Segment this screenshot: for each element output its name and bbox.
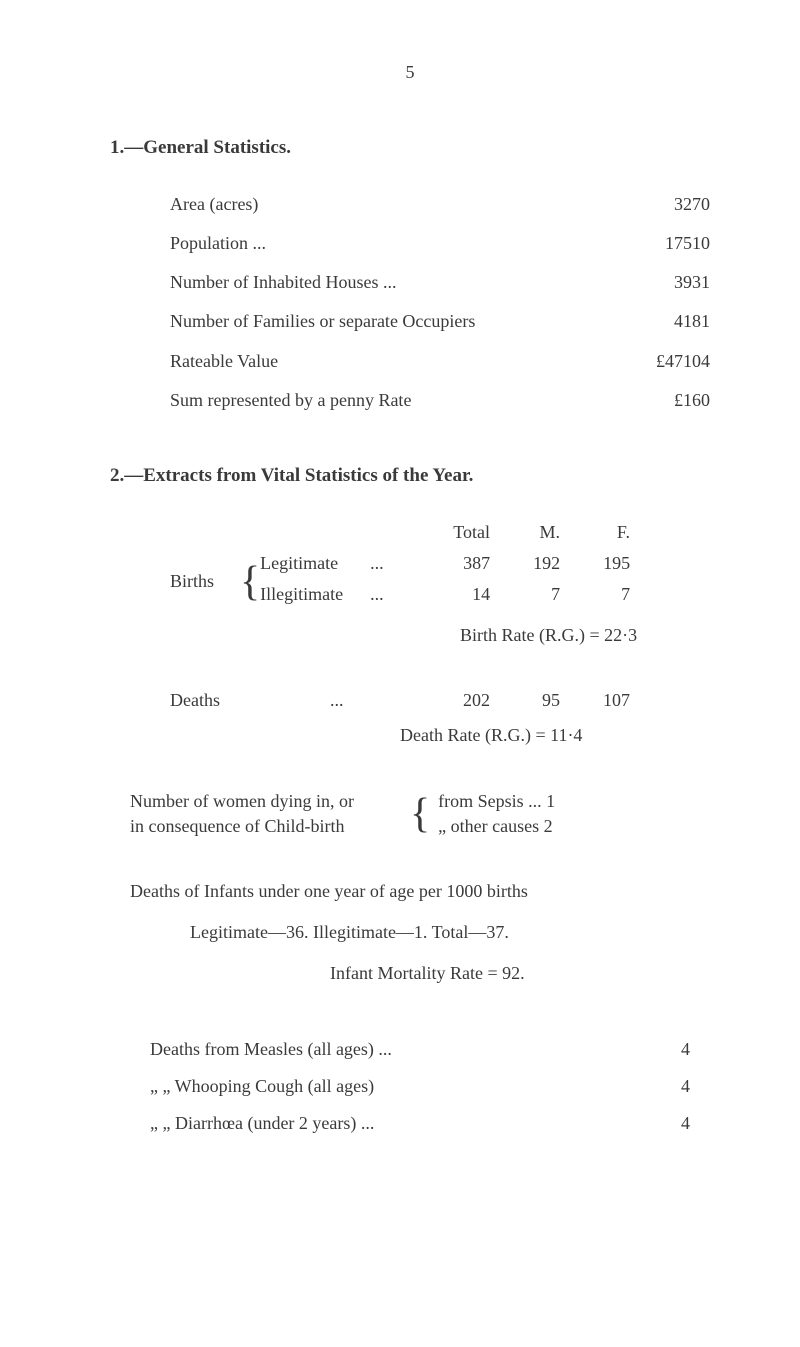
stat-row: Rateable Value £47104 — [110, 349, 710, 374]
section2-heading: 2.—Extracts from Vital Statistics of the… — [110, 463, 710, 490]
col-total: Total — [410, 520, 490, 545]
stat-row: Area (acres) 3270 — [110, 192, 710, 217]
infants-block: Deaths of Infants under one year of age … — [110, 879, 710, 987]
childbirth-line2b: „ other causes 2 — [438, 814, 690, 839]
deaths-row: Deaths ... 202 95 107 — [170, 688, 710, 713]
section1-heading: 1.—General Statistics. — [110, 135, 710, 162]
list-row: „ „ Whooping Cough (all ages) 4 — [130, 1074, 690, 1099]
blank — [370, 520, 410, 545]
stat-value: 3931 — [610, 270, 710, 295]
births-brace-block: Births { Legitimate ... 387 192 195 Ille… — [170, 551, 710, 613]
list-value: 4 — [650, 1111, 690, 1136]
stat-value: 4181 — [610, 309, 710, 334]
childbirth-line1a: Number of women dying in, or — [130, 789, 410, 814]
row-label: Illegitimate — [260, 582, 370, 607]
stat-label: Area (acres) — [170, 192, 610, 217]
row-label: Legitimate — [260, 551, 370, 576]
infants-para: Deaths of Infants under one year of age … — [130, 879, 690, 904]
infants-line2: Legitimate—36. Illegitimate—1. Total—37. — [130, 920, 690, 945]
curly-brace-icon: { — [410, 793, 430, 835]
childbirth-line1b: from Sepsis ... 1 — [438, 789, 690, 814]
death-rate-line: Death Rate (R.G.) = 11·4 — [170, 723, 710, 748]
col-f: F. — [560, 520, 630, 545]
section2-block: 2.—Extracts from Vital Statistics of the… — [110, 463, 710, 1136]
cell: 107 — [560, 688, 630, 713]
stat-label: Sum represented by a penny Rate — [170, 388, 610, 413]
stat-row: Sum represented by a penny Rate £160 — [110, 388, 710, 413]
list-row: Deaths from Measles (all ages) ... 4 — [130, 1037, 690, 1062]
cell: 7 — [490, 582, 560, 607]
stat-row: Number of Inhabited Houses ... 3931 — [110, 270, 710, 295]
cell: 202 — [410, 688, 490, 713]
list-value: 4 — [650, 1037, 690, 1062]
cell: 14 — [410, 582, 490, 607]
brace-rows: Legitimate ... 387 192 195 Illegitimate … — [260, 551, 710, 613]
dots: ... — [370, 551, 410, 576]
births-table: Total M. F. Births { Legitimate ... 387 … — [110, 520, 710, 649]
general-statistics-block: Area (acres) 3270 Population ... 17510 N… — [110, 192, 710, 413]
list-label: Deaths from Measles (all ages) ... — [150, 1037, 650, 1062]
childbirth-block: Number of women dying in, or in conseque… — [110, 789, 710, 839]
dots: ... — [370, 582, 410, 607]
cell: 195 — [560, 551, 630, 576]
stat-value: 17510 — [610, 231, 710, 256]
curly-brace-icon: { — [240, 561, 260, 603]
deaths-block: Deaths ... 202 95 107 Death Rate (R.G.) … — [110, 688, 710, 748]
page-container: 5 1.—General Statistics. Area (acres) 32… — [0, 0, 800, 1208]
stat-label: Rateable Value — [170, 349, 610, 374]
birth-rate-line: Birth Rate (R.G.) = 22·3 — [170, 623, 710, 648]
stat-row: Population ... 17510 — [110, 231, 710, 256]
list-value: 4 — [650, 1074, 690, 1099]
list-label: „ „ Whooping Cough (all ages) — [150, 1074, 650, 1099]
cell: 192 — [490, 551, 560, 576]
cell: 95 — [490, 688, 560, 713]
table-row: Legitimate ... 387 192 195 — [260, 551, 710, 576]
dots: ... — [330, 688, 410, 713]
stat-row: Number of Families or separate Occupiers… — [110, 309, 710, 334]
stat-value: £47104 — [610, 349, 710, 374]
stat-label: Number of Inhabited Houses ... — [170, 270, 610, 295]
deaths-from-block: Deaths from Measles (all ages) ... 4 „ „… — [110, 1037, 710, 1137]
infants-line3: Infant Mortality Rate = 92. — [130, 961, 690, 986]
stat-label: Number of Families or separate Occupiers — [170, 309, 610, 334]
table-row: Illegitimate ... 14 7 7 — [260, 582, 710, 607]
list-row: „ „ Diarrhœa (under 2 years) ... 4 — [130, 1111, 690, 1136]
stat-value: £160 — [610, 388, 710, 413]
births-label: Births — [170, 569, 240, 594]
stat-label: Population ... — [170, 231, 610, 256]
cell: 7 — [560, 582, 630, 607]
table-header-row: Total M. F. — [170, 520, 710, 545]
blank — [170, 520, 370, 545]
deaths-label: Deaths — [170, 688, 330, 713]
childbirth-line2a: in consequence of Child-birth — [130, 814, 410, 839]
list-label: „ „ Diarrhœa (under 2 years) ... — [150, 1111, 650, 1136]
col-m: M. — [490, 520, 560, 545]
stat-value: 3270 — [610, 192, 710, 217]
page-number: 5 — [110, 60, 710, 85]
cell: 387 — [410, 551, 490, 576]
